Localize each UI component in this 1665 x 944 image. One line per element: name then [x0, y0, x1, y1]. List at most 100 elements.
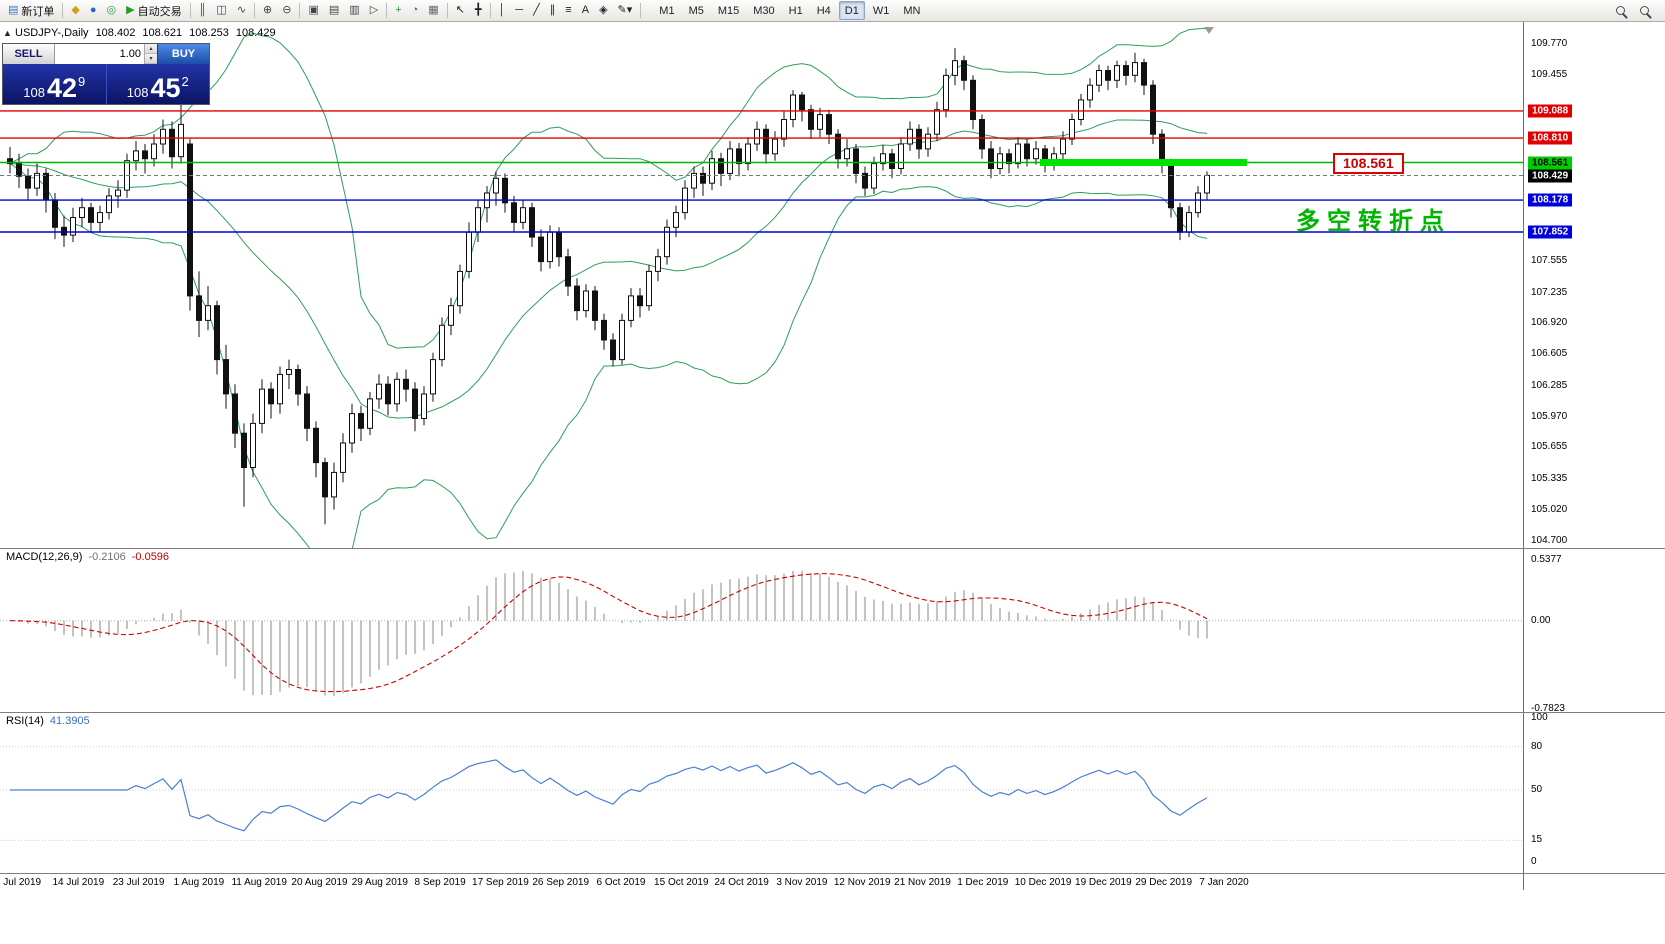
- oneclick-collapse-icon[interactable]: ▲: [3, 28, 12, 38]
- current-price-badge: 108.429: [1528, 169, 1573, 182]
- trendline-icon[interactable]: ╱: [528, 1, 545, 20]
- market-watch-icon[interactable]: ◆: [66, 1, 84, 20]
- bar-chart-icon[interactable]: ║: [194, 1, 212, 20]
- open-value: 108.402: [95, 27, 136, 39]
- terminal-icon[interactable]: ●: [85, 1, 102, 20]
- candlestick-chart-icon[interactable]: ◫: [211, 1, 231, 20]
- toolbar-separator: [640, 3, 642, 18]
- price-line-badge: 107.852: [1528, 225, 1573, 239]
- templates-icon: ▦: [428, 4, 439, 16]
- price-line-badge: 108.561: [1528, 156, 1573, 169]
- time-axis-label: 14 Jul 2019: [52, 877, 105, 888]
- zoom-in-icon[interactable]: ⊕: [258, 1, 277, 20]
- timeframe-m1-button[interactable]: M1: [659, 4, 675, 17]
- timeframe-d1-button[interactable]: D1: [838, 1, 865, 20]
- price-tick-label: 106.605: [1531, 348, 1568, 360]
- time-axis-label: 1 Dec 2019: [957, 877, 1009, 888]
- time-axis-label: 11 Aug 2019: [231, 877, 287, 888]
- panel-separator[interactable]: [0, 712, 1665, 713]
- arrow-objects-icon[interactable]: ◈: [594, 1, 612, 20]
- chart-shift-marker[interactable]: [1204, 27, 1214, 34]
- horizontal-line-icon[interactable]: ─: [510, 1, 528, 20]
- toolbar-separator: [62, 3, 64, 18]
- panel-separator[interactable]: [0, 548, 1665, 549]
- draw-tools-dropdown: ✎▾: [617, 4, 633, 16]
- macd-panel[interactable]: [0, 548, 1523, 712]
- toolbar-right-group: [1611, 0, 1654, 21]
- price-tick-label: 107.235: [1531, 286, 1568, 298]
- cascade-windows-icon[interactable]: ▤: [324, 1, 344, 20]
- timeframe-m30-button[interactable]: M30: [753, 4, 775, 17]
- draw-tools-dropdown[interactable]: ✎▾: [613, 1, 638, 20]
- time-axis-label: 19 Dec 2019: [1075, 877, 1132, 888]
- buy-price-big: 45: [150, 73, 181, 104]
- low-value: 108.253: [189, 27, 229, 39]
- sell-price-display[interactable]: 108 42 9: [3, 64, 106, 104]
- toolbar-separator: [189, 3, 191, 18]
- find-button[interactable]: [1635, 1, 1654, 20]
- timeframe-w1-button[interactable]: W1: [872, 4, 890, 17]
- autotrading-button-label: 自动交易: [137, 5, 182, 18]
- text-label-icon[interactable]: A: [577, 1, 594, 20]
- timeframe-m15-button[interactable]: M15: [717, 4, 740, 17]
- fibonacci-icon: ≡: [565, 4, 572, 16]
- price-tick-label: 105.655: [1531, 441, 1568, 453]
- terminal-icon: ●: [89, 4, 97, 16]
- time-axis-label: 26 Sep 2019: [532, 877, 590, 888]
- indicators-icon[interactable]: +: [390, 1, 406, 20]
- rsi-scale-label: 80: [1531, 740, 1543, 752]
- buy-price-prefix: 108: [126, 84, 149, 100]
- price-tick-label: 106.285: [1531, 379, 1568, 391]
- new-order-icon: ▤: [8, 4, 19, 16]
- timeframe-m5-button[interactable]: M5: [688, 4, 704, 17]
- symbol-period-label: USDJPY-,Daily: [15, 27, 89, 39]
- buy-price-display[interactable]: 108 45 2: [105, 64, 210, 104]
- time-axis-label: 23 Jul 2019: [112, 877, 165, 888]
- time-axis[interactable]: 4 Jul 2019 14 Jul 2019 23 Jul 2019 1 Aug 20…: [0, 873, 1523, 890]
- new-order-button[interactable]: ▤ 新订单: [3, 1, 59, 20]
- zoom-out-icon: ⊖: [282, 4, 292, 16]
- vertical-line-icon[interactable]: │: [494, 1, 511, 20]
- price-chart[interactable]: [0, 22, 1523, 548]
- timeframe-mn-button[interactable]: MN: [903, 4, 921, 17]
- price-tick-label: 109.455: [1531, 68, 1568, 80]
- arrange-windows-icon[interactable]: ▥: [344, 1, 364, 20]
- channel-icon[interactable]: ∥: [545, 1, 561, 20]
- periods-icon[interactable]: ◔: [407, 1, 424, 20]
- line-chart-icon[interactable]: ∿: [232, 1, 251, 20]
- rsi-panel[interactable]: [0, 712, 1523, 873]
- bar-chart-icon: ║: [198, 4, 207, 16]
- cursor-icon[interactable]: ↖: [451, 1, 470, 20]
- search-symbol-button[interactable]: [1611, 1, 1630, 20]
- fibonacci-icon[interactable]: ≡: [560, 1, 576, 20]
- strategy-tester-icon[interactable]: ◎: [102, 1, 122, 20]
- sell-button[interactable]: SELL: [3, 44, 55, 64]
- macd-indicator-label: MACD(12,26,9) -0.2106 -0.0596: [6, 551, 169, 563]
- time-axis-label: 1 Aug 2019: [173, 877, 225, 888]
- volume-value[interactable]: 1.00: [119, 48, 141, 60]
- tile-windows-icon[interactable]: ▣: [303, 1, 323, 20]
- crosshair-icon[interactable]: ╋: [470, 1, 487, 20]
- timeframe-h1-button[interactable]: H1: [788, 4, 803, 17]
- templates-icon[interactable]: ▦: [423, 1, 443, 20]
- volume-field[interactable]: 1.00 ▴ ▾: [55, 44, 157, 64]
- timeframe-h4-button[interactable]: H4: [816, 4, 831, 17]
- one-click-trading-panel: SELL 1.00 ▴ ▾ BUY 108 42 9 108 45 2: [2, 43, 210, 105]
- toolbar-separator: [254, 3, 256, 18]
- volume-up-button[interactable]: ▴: [145, 44, 157, 54]
- autotrading-button[interactable]: ▶ 自动交易: [121, 1, 186, 20]
- price-axis[interactable]: 109.770 109.455 107.555 107.235 106.920 106.6…: [1523, 22, 1665, 890]
- zoom-out-icon[interactable]: ⊖: [277, 1, 296, 20]
- time-axis-label: 6 Oct 2019: [596, 877, 646, 888]
- time-axis-label: 12 Nov 2019: [833, 877, 891, 888]
- macd-name: MACD(12,26,9): [6, 551, 83, 563]
- rsi-indicator-label: RSI(14) 41.3905: [6, 715, 90, 727]
- timeframe-toolbar: M1 M5 M15 M30 H1 H4 D1 W1 MN: [652, 0, 927, 21]
- buy-button[interactable]: BUY: [157, 44, 209, 64]
- auto-scroll-icon[interactable]: ▷: [365, 1, 383, 20]
- cascade-windows-icon: ▤: [328, 4, 340, 16]
- time-axis-label: 17 Sep 2019: [472, 877, 529, 888]
- price-tick-label: 104.700: [1531, 535, 1568, 546]
- volume-down-button[interactable]: ▾: [145, 54, 157, 64]
